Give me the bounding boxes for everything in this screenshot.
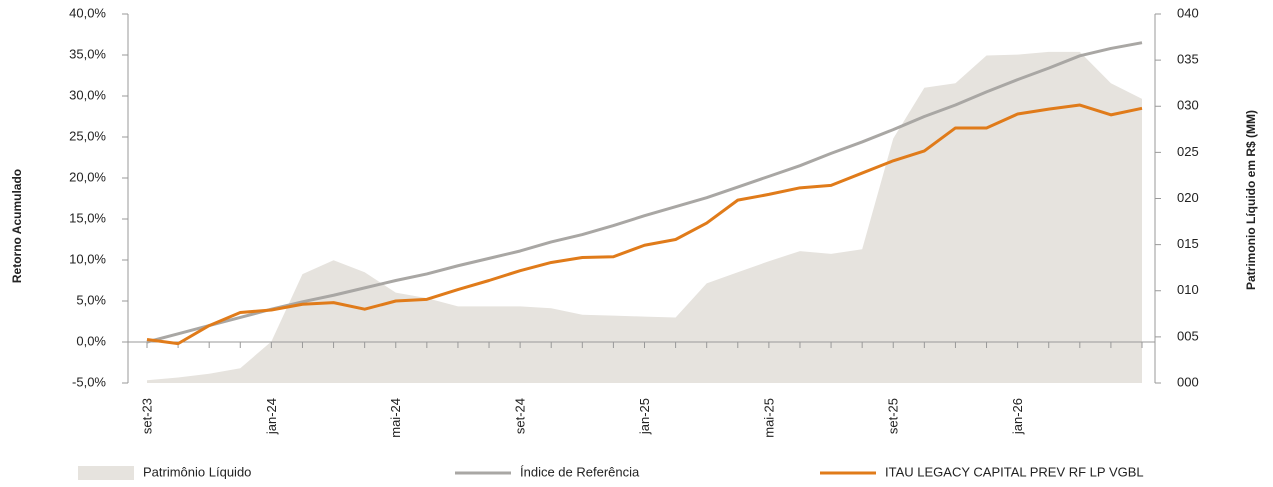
y-tick-label: 35,0% <box>69 46 106 61</box>
x-tick-label: set-24 <box>513 398 528 434</box>
y2-tick-label: 025 <box>1177 144 1199 159</box>
y2-tick-label: 035 <box>1177 52 1199 67</box>
y-tick-label: -5,0% <box>72 374 106 389</box>
x-tick-label: jan-24 <box>264 398 279 435</box>
x-tick-label: mai-25 <box>761 398 776 438</box>
legend-label: ITAU LEGACY CAPITAL PREV RF LP VGBL <box>885 464 1144 479</box>
y-tick-label: 25,0% <box>69 128 106 143</box>
y-tick-label: 15,0% <box>69 210 106 225</box>
y-tick-label: 20,0% <box>69 169 106 184</box>
y-tick-label: 40,0% <box>69 5 106 20</box>
y2-tick-label: 005 <box>1177 328 1199 343</box>
y-tick-label: 0,0% <box>76 333 106 348</box>
area <box>147 51 1142 383</box>
y-tick-label: 30,0% <box>69 87 106 102</box>
legend-swatch <box>78 466 134 480</box>
y2-tick-label: 010 <box>1177 282 1199 297</box>
x-tick-label: mai-24 <box>388 398 403 438</box>
y-axis-title: Retorno Acumulado <box>10 169 24 283</box>
y2-tick-label: 020 <box>1177 190 1199 205</box>
x-tick-label: set-23 <box>139 398 154 434</box>
x-tick-label: set-25 <box>886 398 901 434</box>
x-tick-label: jan-25 <box>637 398 652 435</box>
y2-tick-label: 040 <box>1177 5 1199 20</box>
y-tick-label: 5,0% <box>76 292 106 307</box>
legend-label: Índice de Referência <box>520 464 640 479</box>
y2-axis-title: Patrimonio Líquido em R$ (MM) <box>1244 110 1258 290</box>
x-tick-label: jan-26 <box>1010 398 1025 435</box>
y2-tick-label: 030 <box>1177 98 1199 113</box>
y2-tick-label: 000 <box>1177 374 1199 389</box>
legend-label: Patrimônio Líquido <box>143 464 251 479</box>
line <box>146 41 1143 344</box>
y2-tick-label: 015 <box>1177 236 1199 251</box>
line <box>146 103 1143 346</box>
y-tick-label: 10,0% <box>69 251 106 266</box>
